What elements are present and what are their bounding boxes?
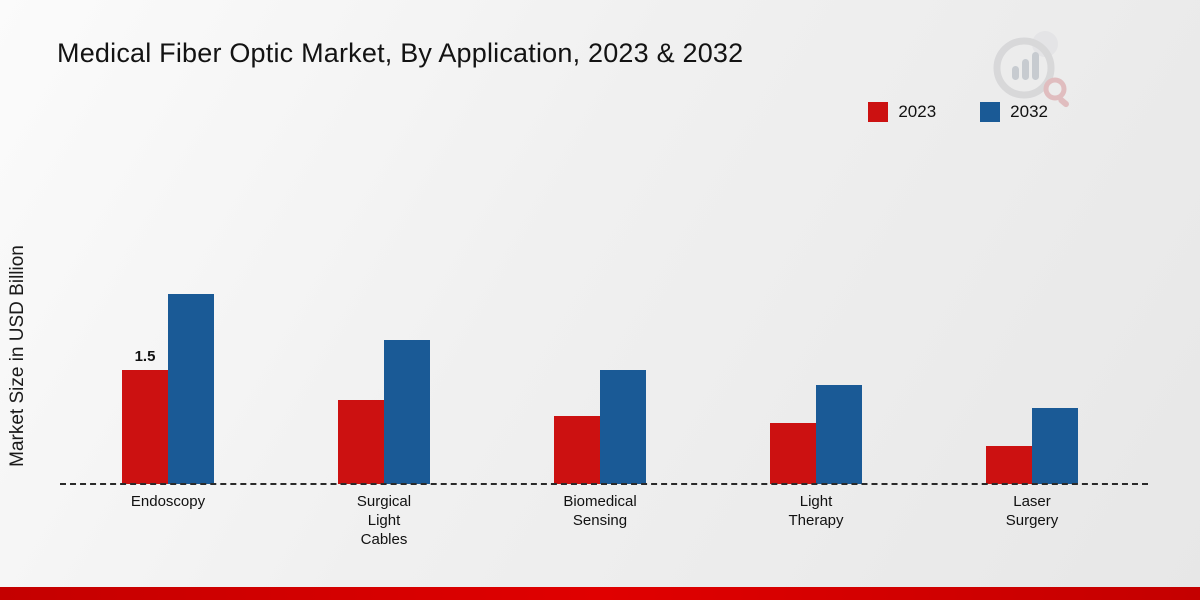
bar-group-laser-surgery: Laser Surgery [924, 0, 1140, 529]
category-label-endoscopy: Endoscopy [130, 493, 206, 510]
bar-2032-laser-surgery [1032, 408, 1078, 484]
legend-item-2023: 2023 [868, 102, 936, 122]
bar-pair [986, 408, 1078, 484]
legend-label-2032: 2032 [1010, 102, 1048, 121]
bar-2023-laser-surgery [986, 446, 1032, 484]
bar-group-surgical-light-cables: Surgical Light Cables [276, 0, 492, 548]
legend-label-2023: 2023 [898, 102, 937, 121]
bar-group-light-therapy: Light Therapy [708, 0, 924, 529]
category-label-surgical-light-cables: Surgical Light Cables [356, 493, 412, 548]
category-label-biomedical-sensing: Biomedical Sensing [563, 493, 637, 529]
footer-accent-bar [0, 587, 1200, 600]
chart-groups: 1.5 Endoscopy Surgical Light Cables Biomedica… [60, 0, 1140, 548]
bar-2023-surgical-light-cables [338, 400, 384, 484]
bar-2023-endoscopy: 1.5 [122, 348, 168, 484]
bar-2032-endoscopy [168, 294, 214, 484]
bar-2023-biomedical-sensing [554, 416, 600, 484]
market-research-logo-icon [993, 31, 1069, 108]
y-axis-label: Market Size in USD Billion [7, 245, 28, 467]
bar-value-label: 1.5 [134, 348, 156, 365]
bar-group-endoscopy: 1.5 Endoscopy [60, 0, 276, 510]
legend-swatch-2032 [980, 102, 1001, 122]
category-label-laser-surgery: Laser Surgery [1005, 493, 1059, 529]
bar-pair [770, 385, 862, 484]
bar-pair: 1.5 [122, 294, 214, 484]
bar-2032-surgical-light-cables [384, 340, 430, 484]
bar-pair [554, 370, 646, 484]
bar-2032-biomedical-sensing [600, 370, 646, 484]
x-axis-baseline [60, 483, 1148, 485]
bar-pair [338, 340, 430, 484]
legend-item-2032: 2032 [980, 102, 1048, 122]
legend: 2023 2032 [868, 102, 1048, 122]
bar-2023-light-therapy [770, 423, 816, 484]
category-label-light-therapy: Light Therapy [788, 493, 844, 529]
chart-title: Medical Fiber Optic Market, By Applicati… [57, 38, 744, 68]
legend-swatch-2023 [868, 102, 889, 122]
bar-group-biomedical-sensing: Biomedical Sensing [492, 0, 708, 529]
bar-2032-light-therapy [816, 385, 862, 484]
